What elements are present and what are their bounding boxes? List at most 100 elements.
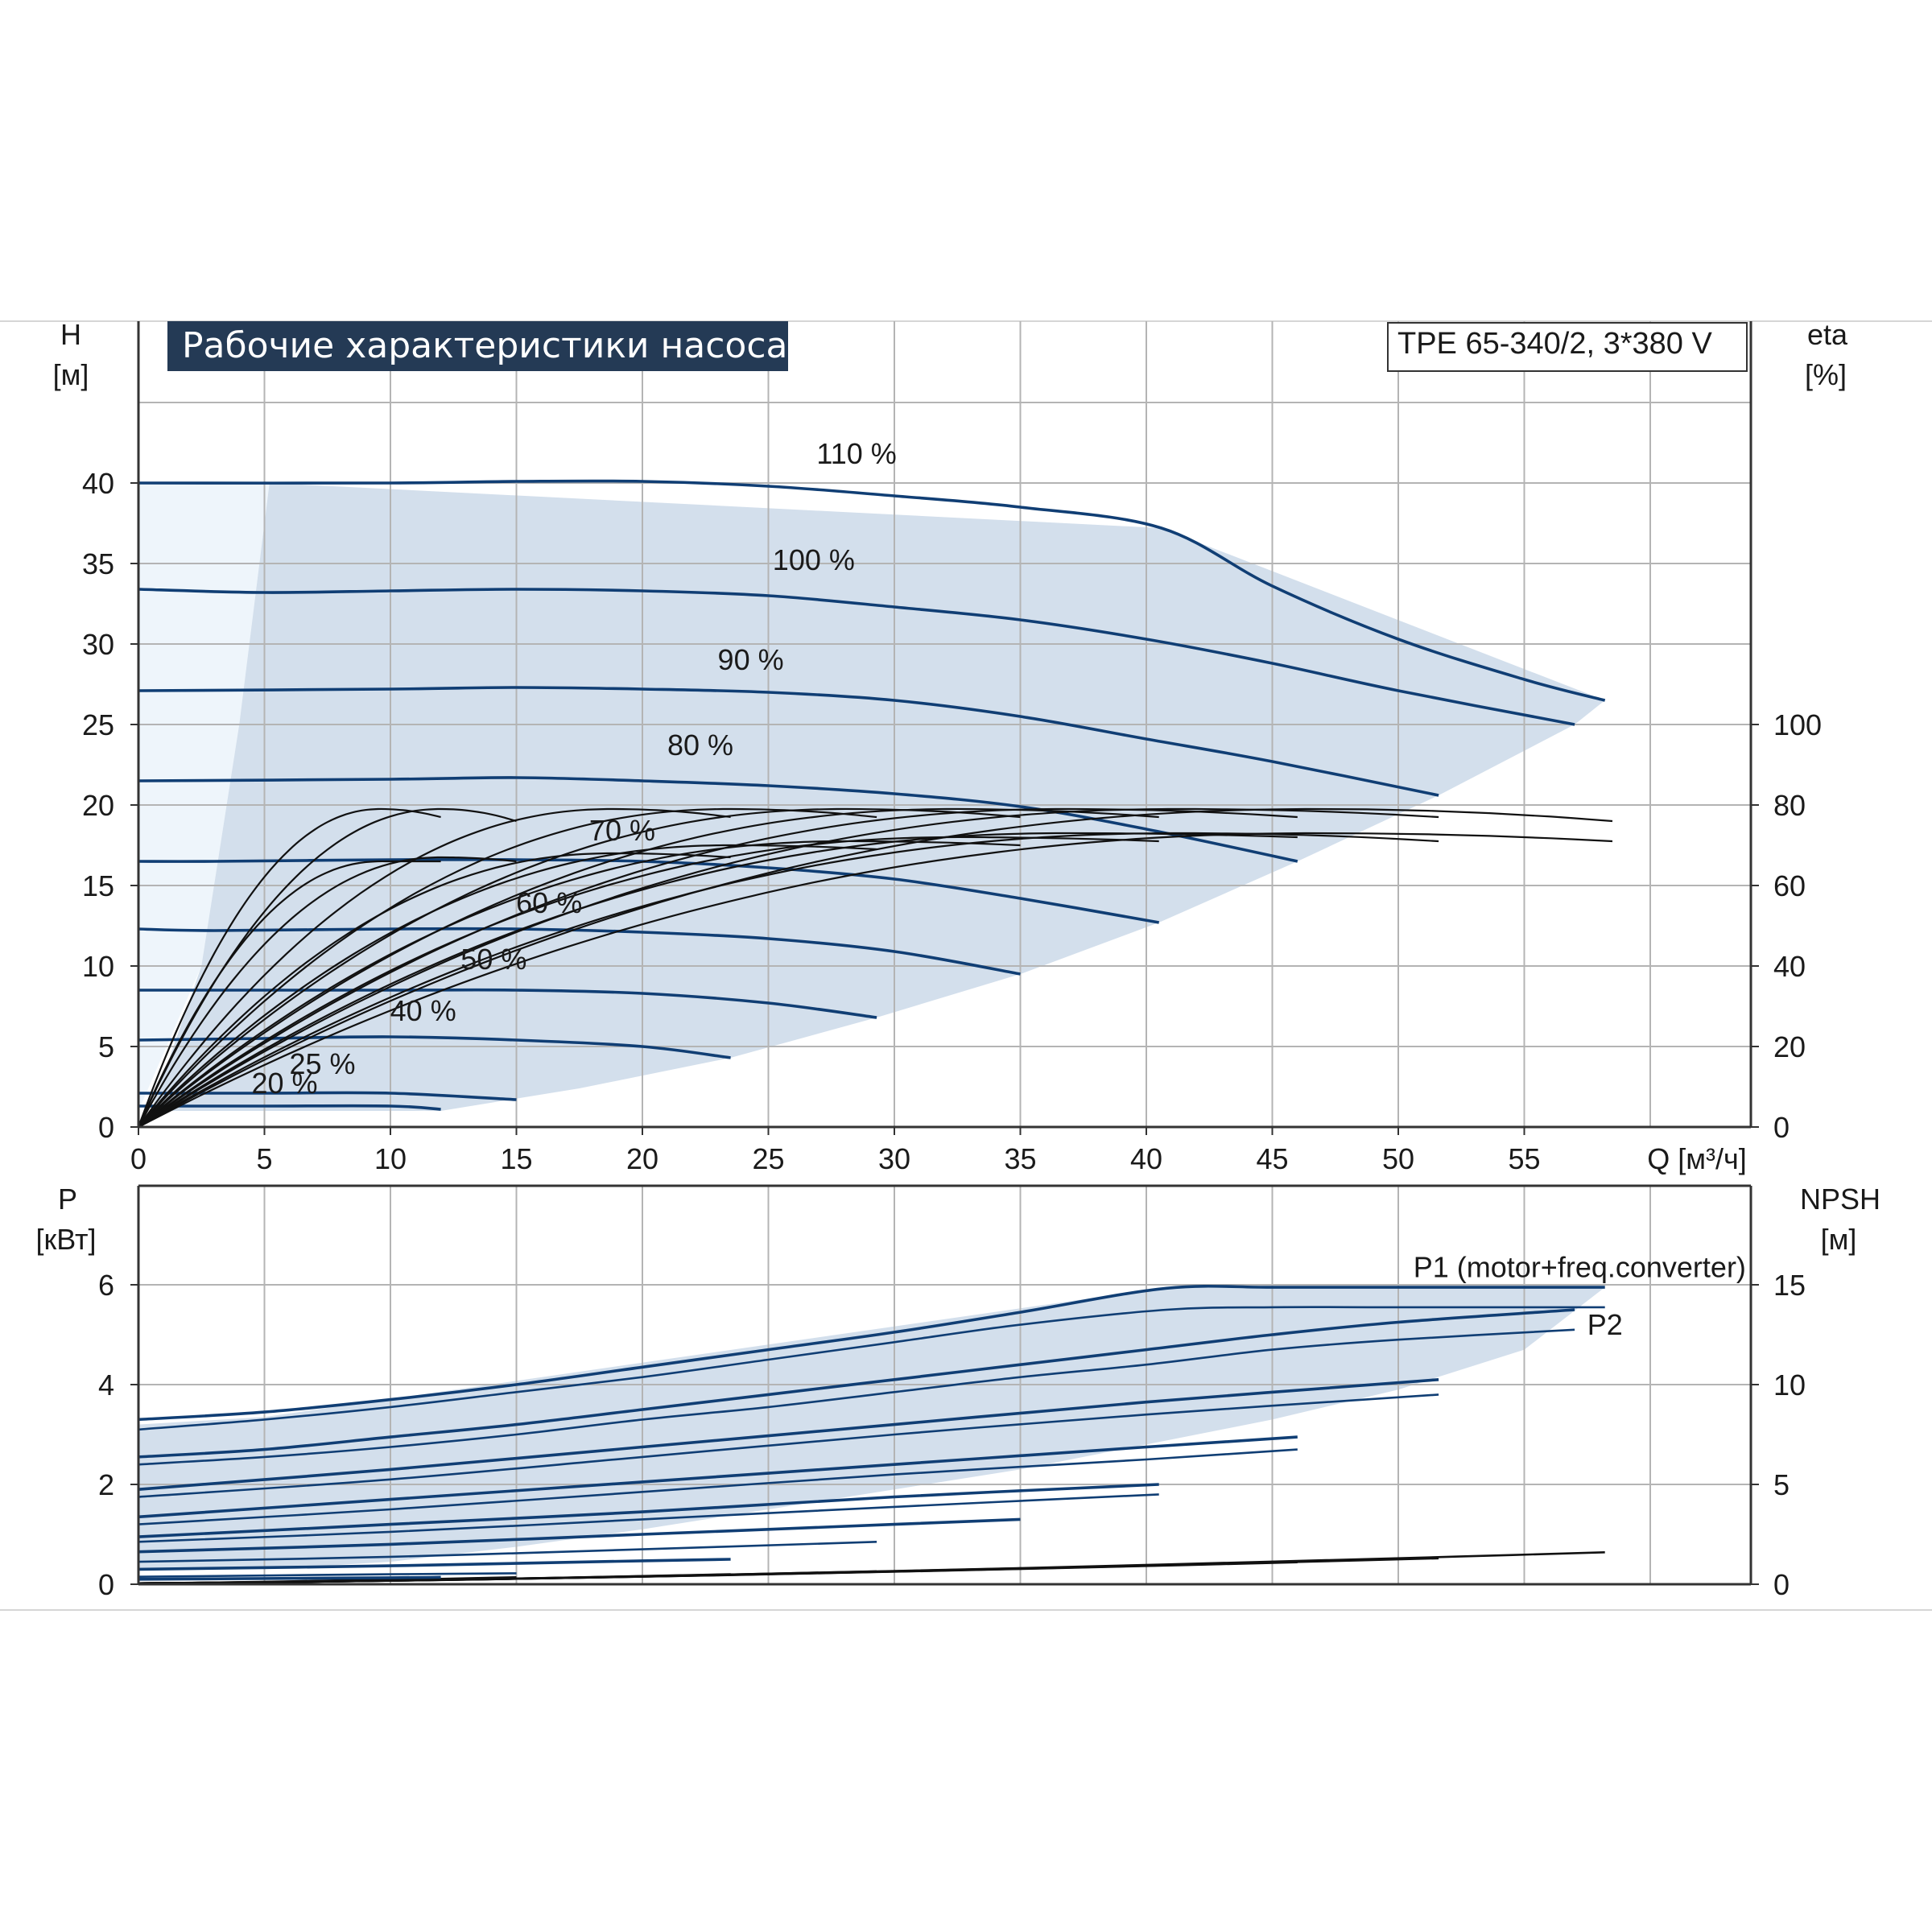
- top-efficiency-curves: [137, 807, 1613, 1128]
- x-tick-label: 20: [626, 1142, 658, 1175]
- operating-area: [138, 1287, 1605, 1570]
- bottom-operating-area: [138, 1287, 1605, 1570]
- chart-title-background: [167, 321, 788, 371]
- curve-label: 60 %: [516, 886, 582, 919]
- curve-label: 25 %: [289, 1047, 355, 1080]
- efficiency-curve: [138, 807, 877, 1128]
- efficiency-curve: [138, 840, 1021, 1128]
- operating-area: [151, 483, 1605, 1111]
- power-curve-label: P2: [1587, 1308, 1623, 1341]
- power-curve: [138, 1435, 1298, 1519]
- efficiency-curve: [138, 832, 1439, 1128]
- y-tick-label-right: 40: [1773, 950, 1806, 983]
- y-tick-label-left: 40: [82, 467, 114, 500]
- top-operating-area: [138, 483, 1605, 1111]
- y-tick-label-left: 15: [82, 869, 114, 902]
- y-tick-label-right: 60: [1773, 869, 1806, 902]
- operating-area-low-flow: [138, 483, 270, 1111]
- efficiency-curve: [138, 836, 1159, 1128]
- x-tick-label: 5: [256, 1142, 272, 1175]
- power-curve: [138, 1284, 1605, 1422]
- efficiency-curve: [138, 807, 1613, 1128]
- head-curve: [138, 988, 877, 1019]
- x-tick-label: 55: [1508, 1142, 1540, 1175]
- y-tick-label-left: 0: [98, 1111, 114, 1144]
- curve-label: 40 %: [390, 994, 456, 1027]
- y-tick-label-left: 10: [82, 950, 114, 983]
- y-tick-label-left: 0: [98, 1568, 114, 1601]
- y-axis-unit-right: [%]: [1805, 358, 1847, 391]
- x-tick-label: 15: [500, 1142, 532, 1175]
- x-tick-label: 35: [1004, 1142, 1036, 1175]
- y-tick-label-right: 20: [1773, 1030, 1806, 1063]
- power-curve: [138, 1328, 1575, 1466]
- head-curve: [138, 1035, 731, 1059]
- power-curve: [138, 1572, 517, 1578]
- y-tick-label-left: 25: [82, 708, 114, 741]
- curve-label: 70 %: [589, 814, 655, 847]
- bottom-axes: 0 2 4 6 0 5 10 15 P [кВт] NPSH [м]: [35, 1183, 1880, 1601]
- efficiency-curve: [138, 832, 1613, 1128]
- y-axis-unit-right: [м]: [1821, 1223, 1857, 1256]
- y-tick-label-right: 10: [1773, 1368, 1806, 1402]
- y-axis-label-right: eta: [1807, 318, 1848, 351]
- y-tick-label-right: 80: [1773, 789, 1806, 822]
- power-curve-label: P1 (motor+freq.converter): [1414, 1251, 1746, 1284]
- curve-label: 100 %: [773, 543, 855, 576]
- y-tick-label-right: 5: [1773, 1468, 1790, 1501]
- top-axes: 0 5 10 15 20 25 30 35 40 45 50 55 0 5 10 15 20 25 30 35 40 0 2…: [53, 318, 1848, 1175]
- x-tick-label: 0: [130, 1142, 147, 1175]
- top-curve-labels: 110 % 100 % 90 % 80 % 70 % 60 % 50 %40 % 25 %20…: [252, 437, 897, 1100]
- x-tick-label: 50: [1382, 1142, 1414, 1175]
- y-axis-label-right: NPSH: [1800, 1183, 1880, 1216]
- curve-label: 110 %: [816, 437, 896, 470]
- power-curve: [138, 1517, 1021, 1554]
- power-curve: [138, 1393, 1439, 1498]
- power-curve: [138, 1493, 1159, 1543]
- efficiency-curve: [138, 807, 731, 1128]
- y-axis-label-left: P: [58, 1183, 77, 1216]
- y-axis-unit-left: [м]: [53, 358, 89, 391]
- bottom-grid: [0, 1186, 1932, 1611]
- y-tick-label-left: 2: [98, 1468, 114, 1501]
- curve-label: 20 %: [252, 1067, 318, 1100]
- efficiency-curve: [138, 844, 877, 1128]
- x-tick-label: 10: [374, 1142, 407, 1175]
- head-curve: [138, 927, 1021, 976]
- x-tick-label: 30: [878, 1142, 910, 1175]
- y-tick-label-right: 0: [1773, 1568, 1790, 1601]
- bottom-power-curves: [138, 1284, 1605, 1581]
- curve-label: 90 %: [718, 643, 784, 676]
- y-axis-label-left: H: [60, 318, 81, 351]
- model-label: TPE 65-340/2, 3*380 V: [1397, 327, 1712, 361]
- head-curve: [138, 588, 1575, 726]
- efficiency-curve: [138, 856, 517, 1128]
- power-curve: [138, 1448, 1298, 1525]
- power-curve: [138, 1575, 441, 1581]
- head-curve: [138, 1104, 441, 1111]
- bottom-npsh-curves: [138, 1551, 1605, 1585]
- power-curve: [138, 1541, 877, 1563]
- model-box: [1387, 322, 1748, 372]
- y-tick-label-right: 15: [1773, 1269, 1806, 1302]
- efficiency-curve: [137, 807, 441, 1128]
- y-tick-label-left: 6: [98, 1269, 114, 1302]
- power-curve: [138, 1483, 1159, 1538]
- y-tick-label-left: 35: [82, 547, 114, 580]
- head-curve: [138, 686, 1439, 797]
- power-curve: [138, 1306, 1605, 1431]
- power-curve: [138, 1558, 731, 1571]
- efficiency-curve: [138, 807, 1021, 1128]
- x-tick-label: 25: [752, 1142, 784, 1175]
- npsh-curve: [138, 1577, 441, 1585]
- y-tick-label-right: 0: [1773, 1111, 1790, 1144]
- power-curve: [138, 1378, 1439, 1491]
- curve-label: 80 %: [667, 729, 733, 762]
- y-axis-unit-left: [кВт]: [35, 1223, 96, 1256]
- x-tick-label: 45: [1256, 1142, 1288, 1175]
- x-tick-label: 40: [1130, 1142, 1162, 1175]
- efficiency-curve: [138, 807, 1439, 1128]
- x-axis-label: Q [м³/ч]: [1647, 1142, 1747, 1175]
- bottom-curve-labels: P1 (motor+freq.converter) P2: [1414, 1251, 1746, 1341]
